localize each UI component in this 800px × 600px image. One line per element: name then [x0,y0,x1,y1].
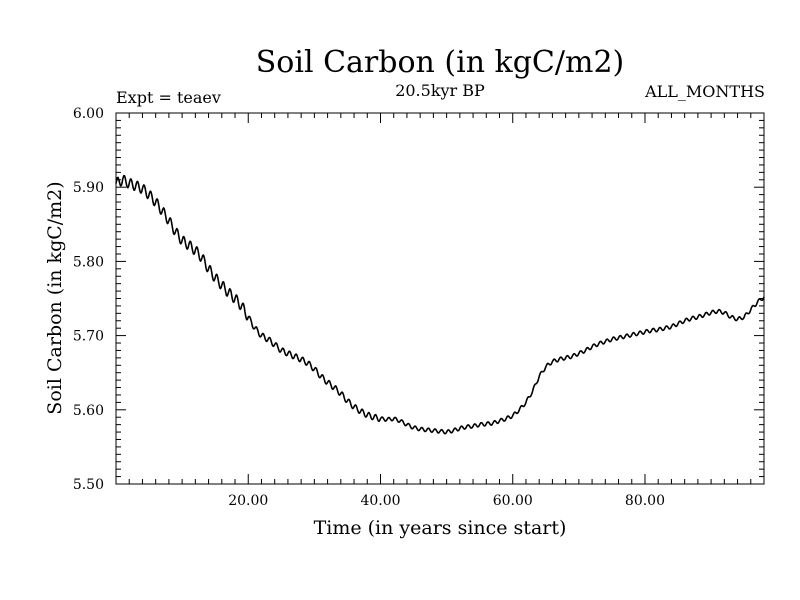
y-tick-label: 5.80 [73,254,104,270]
soil-carbon-series-line [115,174,765,435]
y-axis-label: Soil Carbon (in kgC/m2) [44,181,66,414]
x-tick-label: 40.00 [360,493,400,509]
x-tick-label: 80.00 [625,493,665,509]
y-tick-label: 5.60 [73,403,104,419]
tick-labels: 20.00 40.00 60.00 80.00 5.50 5.60 5.70 5.80 5.90… [73,106,665,509]
x-tick-label: 60.00 [493,493,533,509]
plot-frame [115,112,765,485]
chart-subtitle: 20.5kyr BP [395,81,485,100]
chart-title: Soil Carbon (in kgC/m2) [256,45,624,80]
experiment-label: Expt = teaev [116,88,221,107]
y-tick-label: 5.70 [73,329,104,345]
x-tick-label: 20.00 [228,493,268,509]
y-tick-label: 6.00 [73,106,104,122]
months-label: ALL_MONTHS [644,82,765,101]
y-tick-label: 5.50 [73,477,104,493]
axis-ticks [116,113,764,484]
y-tick-label: 5.90 [73,180,104,196]
x-axis-label: Time (in years since start) [314,517,567,539]
